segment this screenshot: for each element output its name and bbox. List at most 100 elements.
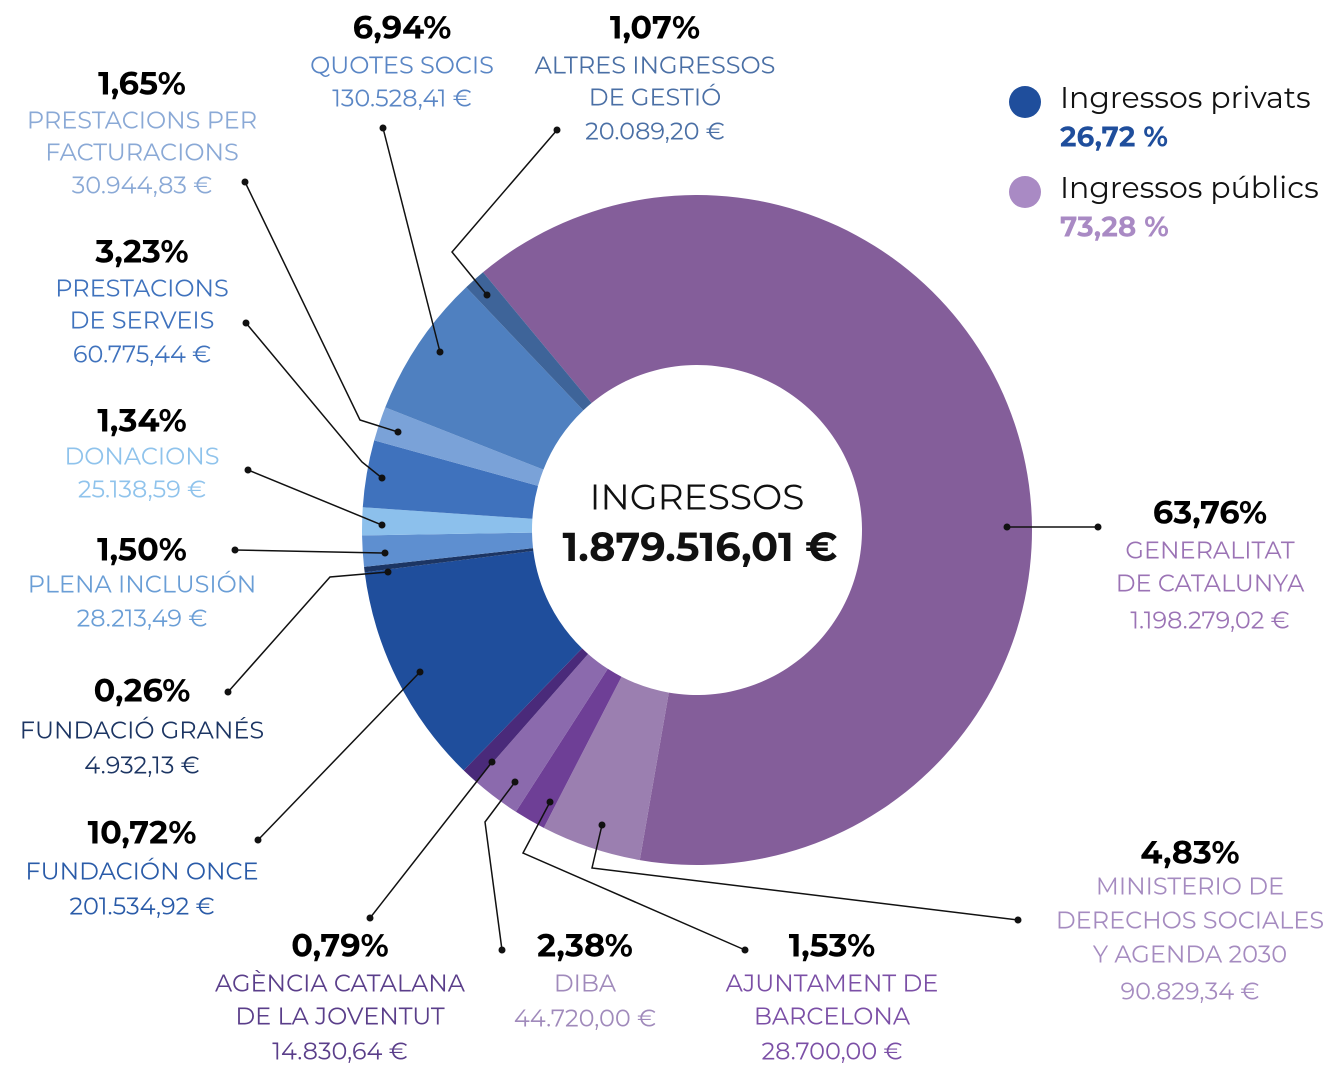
category-label: DE CATALUNYA bbox=[1116, 569, 1305, 598]
value-label: 3,23% bbox=[94, 233, 188, 272]
leader-dot bbox=[1094, 523, 1102, 531]
leader-line bbox=[244, 181, 399, 433]
amount-label: 20.089,20 € bbox=[585, 117, 725, 146]
category-label: BARCELONA bbox=[754, 1002, 911, 1031]
category-label: DONACIONS bbox=[64, 442, 219, 471]
amount-label: 60.775,44 € bbox=[73, 340, 211, 369]
leader-dot bbox=[242, 319, 250, 327]
donut-slice bbox=[364, 548, 534, 573]
category-label: MINISTERIO DE bbox=[1096, 872, 1284, 901]
value-label: 4,83% bbox=[1140, 834, 1239, 873]
category-label: PRESTACIONS PER bbox=[27, 106, 257, 135]
value-label: 0,26% bbox=[94, 672, 191, 711]
amount-label: 44.720,00 € bbox=[514, 1004, 656, 1033]
donut-slice bbox=[362, 440, 539, 519]
category-label: ALTRES INGRESSOS bbox=[535, 51, 776, 80]
leader-dot bbox=[244, 466, 252, 474]
amount-label: 25.138,59 € bbox=[78, 475, 206, 504]
donut-slice bbox=[515, 668, 622, 828]
donut-slice bbox=[466, 272, 592, 411]
leader-dot bbox=[1003, 523, 1011, 531]
donut-slice bbox=[374, 407, 544, 486]
value-label: 1,34% bbox=[97, 402, 186, 441]
value-label: 1,53% bbox=[789, 927, 876, 966]
leader-dot bbox=[384, 568, 392, 576]
leader-dot bbox=[1014, 916, 1022, 924]
legend-value: 26,72 % bbox=[1060, 121, 1168, 155]
category-label: DIBA bbox=[554, 969, 617, 998]
leader-dot bbox=[394, 428, 402, 436]
leader-line bbox=[591, 824, 1019, 921]
category-label: FUNDACIÓN ONCE bbox=[25, 857, 258, 886]
leader-line bbox=[247, 469, 383, 526]
category-label: DE GESTIÓ bbox=[589, 83, 721, 112]
leader-dot bbox=[498, 946, 506, 954]
leader-dot bbox=[378, 474, 386, 482]
category-label: DE SERVEIS bbox=[70, 306, 215, 335]
leader-dot bbox=[511, 778, 519, 786]
leader-dot bbox=[379, 124, 387, 132]
leader-line bbox=[369, 761, 493, 919]
leader-line bbox=[521, 801, 746, 951]
leader-dot bbox=[241, 178, 249, 186]
leader-dot bbox=[488, 758, 496, 766]
leader-dot bbox=[553, 126, 561, 134]
legend-marker bbox=[1009, 176, 1041, 208]
category-label: GENERALITAT bbox=[1125, 536, 1294, 565]
leader-line bbox=[245, 322, 383, 479]
value-label: 1,65% bbox=[98, 65, 186, 104]
amount-label: 28.700,00 € bbox=[761, 1037, 902, 1066]
leader-line bbox=[382, 127, 441, 353]
category-label: DERECHOS SOCIALES bbox=[1056, 906, 1324, 935]
value-label: 10,72% bbox=[88, 814, 197, 853]
leader-dot bbox=[231, 546, 239, 554]
value-label: 63,76% bbox=[1153, 494, 1267, 533]
category-label: AJUNTAMENT DE bbox=[726, 969, 939, 998]
leader-dot bbox=[254, 836, 262, 844]
category-label: DE LA JOVENTUT bbox=[235, 1002, 445, 1031]
amount-label: 14.830,64 € bbox=[272, 1037, 407, 1066]
donut-slice bbox=[364, 550, 583, 771]
legend-marker bbox=[1009, 86, 1041, 118]
value-label: 1,07% bbox=[610, 9, 700, 48]
leader-dot bbox=[436, 348, 444, 356]
leader-dot bbox=[598, 821, 606, 829]
donut-slice bbox=[475, 653, 608, 812]
donut-slice bbox=[361, 507, 533, 536]
center-title: INGRESSOS bbox=[590, 475, 805, 519]
value-label: 2,38% bbox=[537, 927, 633, 966]
leader-dot bbox=[366, 914, 374, 922]
donut-slice bbox=[463, 648, 589, 782]
leader-dot bbox=[483, 291, 491, 299]
leader-line bbox=[484, 781, 516, 951]
category-label: PRESTACIONS bbox=[55, 274, 229, 303]
category-label: Y AGENDA 2030 bbox=[1093, 940, 1287, 969]
value-label: 6,94% bbox=[353, 9, 452, 48]
leader-dot bbox=[416, 668, 424, 676]
center-total: 1.879.516,01 € bbox=[563, 523, 838, 572]
donut-slice bbox=[362, 532, 534, 567]
category-label: QUOTES SOCIS bbox=[310, 51, 494, 80]
amount-label: 1.198.279,02 € bbox=[1130, 606, 1289, 635]
leader-dot bbox=[546, 798, 554, 806]
value-label: 1,50% bbox=[97, 531, 187, 570]
category-label: PLENA INCLUSIÓN bbox=[28, 570, 256, 599]
amount-label: 30.944,83 € bbox=[72, 171, 213, 200]
leader-dot bbox=[224, 688, 232, 696]
legend-label: Ingressos privats bbox=[1060, 79, 1311, 116]
leader-line bbox=[234, 549, 386, 554]
category-label: FACTURACIONS bbox=[45, 138, 238, 167]
donut-slice bbox=[543, 676, 669, 861]
amount-label: 28.213,49 € bbox=[77, 604, 208, 633]
leader-line bbox=[257, 671, 421, 841]
amount-label: 90.829,34 € bbox=[1121, 977, 1260, 1006]
category-label: FUNDACIÓ GRANÉS bbox=[20, 716, 264, 745]
leader-line bbox=[451, 129, 558, 296]
donut-slice bbox=[483, 194, 1032, 865]
amount-label: 130.528,41 € bbox=[332, 84, 472, 113]
value-label: 0,79% bbox=[291, 927, 388, 966]
amount-label: 201.534,92 € bbox=[69, 892, 214, 921]
leader-dot bbox=[381, 549, 389, 557]
leader-dot bbox=[378, 521, 386, 529]
